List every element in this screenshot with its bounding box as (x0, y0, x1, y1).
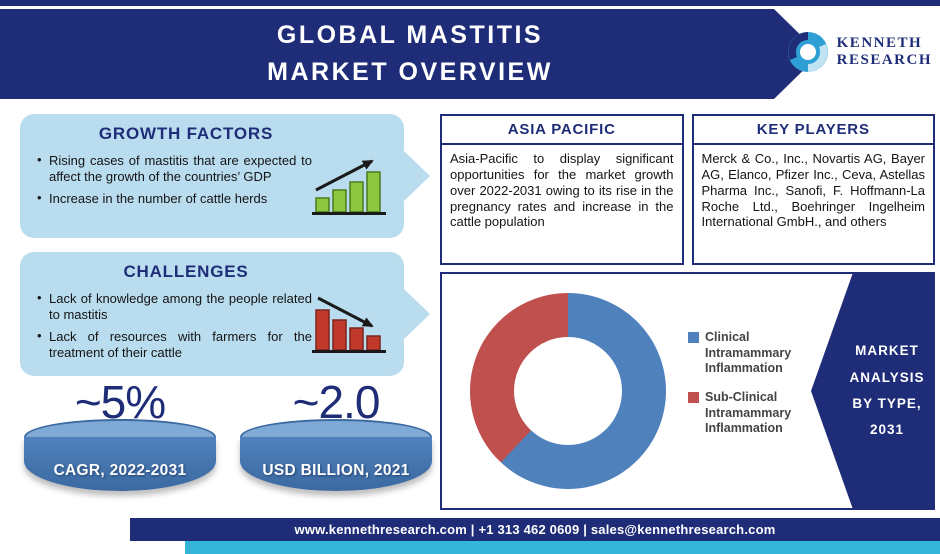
top-border-strip (0, 0, 940, 6)
stat-market-size-label: USD BILLION, 2021 (262, 462, 410, 480)
legend-swatch (688, 332, 699, 343)
asia-pacific-box: ASIA PACIFIC Asia-Pacific to display sig… (440, 114, 684, 265)
market-analysis-line: MARKET (855, 343, 919, 359)
market-analysis-line: ANALYSIS (849, 369, 925, 385)
footer-contact-bar: www.kennethresearch.com | +1 313 462 060… (130, 518, 940, 541)
header-banner: GLOBAL MASTITIS MARKET OVERVIEW (0, 9, 820, 99)
brand-name-line1: KENNETH (836, 34, 923, 51)
market-analysis-ribbon: MARKET ANALYSIS BY TYPE, 2031 (811, 274, 933, 508)
stat-cagr-label: CAGR, 2022-2031 (53, 462, 187, 480)
stat-market-size: ~2.0 USD BILLION, 2021 (234, 376, 438, 492)
challenges-panel: CHALLENGES Lack of knowledge among the p… (20, 252, 430, 376)
legend-item: Sub-Clinical Intramammary Inflammation (688, 390, 820, 437)
stat-cagr: ~5% CAGR, 2022-2031 (18, 376, 222, 492)
stat-market-size-cylinder: USD BILLION, 2021 (240, 419, 432, 492)
donut-chart (470, 293, 666, 489)
legend-label: Sub-Clinical Intramammary Inflammation (705, 389, 792, 436)
key-players-box: KEY PLAYERS Merck & Co., Inc., Novartis … (691, 114, 935, 265)
growth-factors-panel: GROWTH FACTORS Rising cases of mastitis … (20, 114, 430, 238)
footer-contact-text: www.kennethresearch.com | +1 313 462 060… (294, 522, 776, 537)
stat-market-size-value: ~2.0 (292, 376, 381, 428)
market-analysis-line: 2031 (869, 422, 905, 438)
key-players-header: KEY PLAYERS (693, 116, 933, 145)
brand-name-line2: RESEARCH (836, 52, 932, 68)
brand-name: KENNETH RESEARCH (837, 35, 932, 70)
challenge-item: Lack of resources with farmers for the t… (36, 328, 312, 362)
legend-item: Clinical Intramammary Inflammation (688, 330, 820, 377)
market-analysis-panel: Clinical Intramammary Inflammation Sub-C… (440, 272, 935, 510)
stat-cagr-value: ~5% (74, 376, 166, 428)
legend-swatch (688, 391, 699, 403)
cylinder-body: CAGR, 2022-2031 (24, 437, 216, 492)
growth-factors-title: GROWTH FACTORS (98, 124, 274, 143)
asia-pacific-text: Asia-Pacific to display significant oppo… (450, 151, 674, 230)
key-players-text: Merck & Co., Inc., Novartis AG, Bayer AG… (701, 151, 926, 230)
challenges-list: Lack of knowledge among the people relat… (36, 290, 312, 362)
chart-legend: Clinical Intramammary Inflammation Sub-C… (688, 330, 820, 450)
cylinder-body: USD BILLION, 2021 (240, 437, 432, 492)
page-title-line1: GLOBAL MASTITIS (276, 20, 544, 49)
growth-factors-list: Rising cases of mastitis that are expect… (36, 152, 312, 207)
market-analysis-line: BY TYPE, (852, 396, 922, 411)
bar-chart-declining-icon (312, 296, 386, 353)
growth-factor-item: Rising cases of mastitis that are expect… (36, 152, 312, 186)
info-table: ASIA PACIFIC Asia-Pacific to display sig… (440, 114, 935, 265)
stats-row: ~5% CAGR, 2022-2031 ~2.0 USD BILLION, 20… (18, 376, 442, 492)
challenges-title: CHALLENGES (123, 262, 249, 281)
footer-teal-strip (185, 541, 940, 554)
market-analysis-label: MARKET ANALYSIS BY TYPE, 2031 (819, 338, 924, 443)
bar-chart-rising-icon (312, 159, 386, 215)
asia-pacific-header: ASIA PACIFIC (442, 116, 682, 145)
brand-block: KENNETH RESEARCH (786, 30, 932, 74)
page-title-line2: MARKET OVERVIEW (267, 58, 553, 86)
kenneth-research-logo-icon (787, 32, 828, 72)
stat-cagr-cylinder: CAGR, 2022-2031 (24, 419, 216, 492)
growth-factor-item: Increase in the number of cattle herds (36, 189, 312, 207)
challenge-item: Lack of knowledge among the people relat… (36, 290, 312, 324)
legend-label: Clinical Intramammary Inflammation (705, 330, 792, 376)
